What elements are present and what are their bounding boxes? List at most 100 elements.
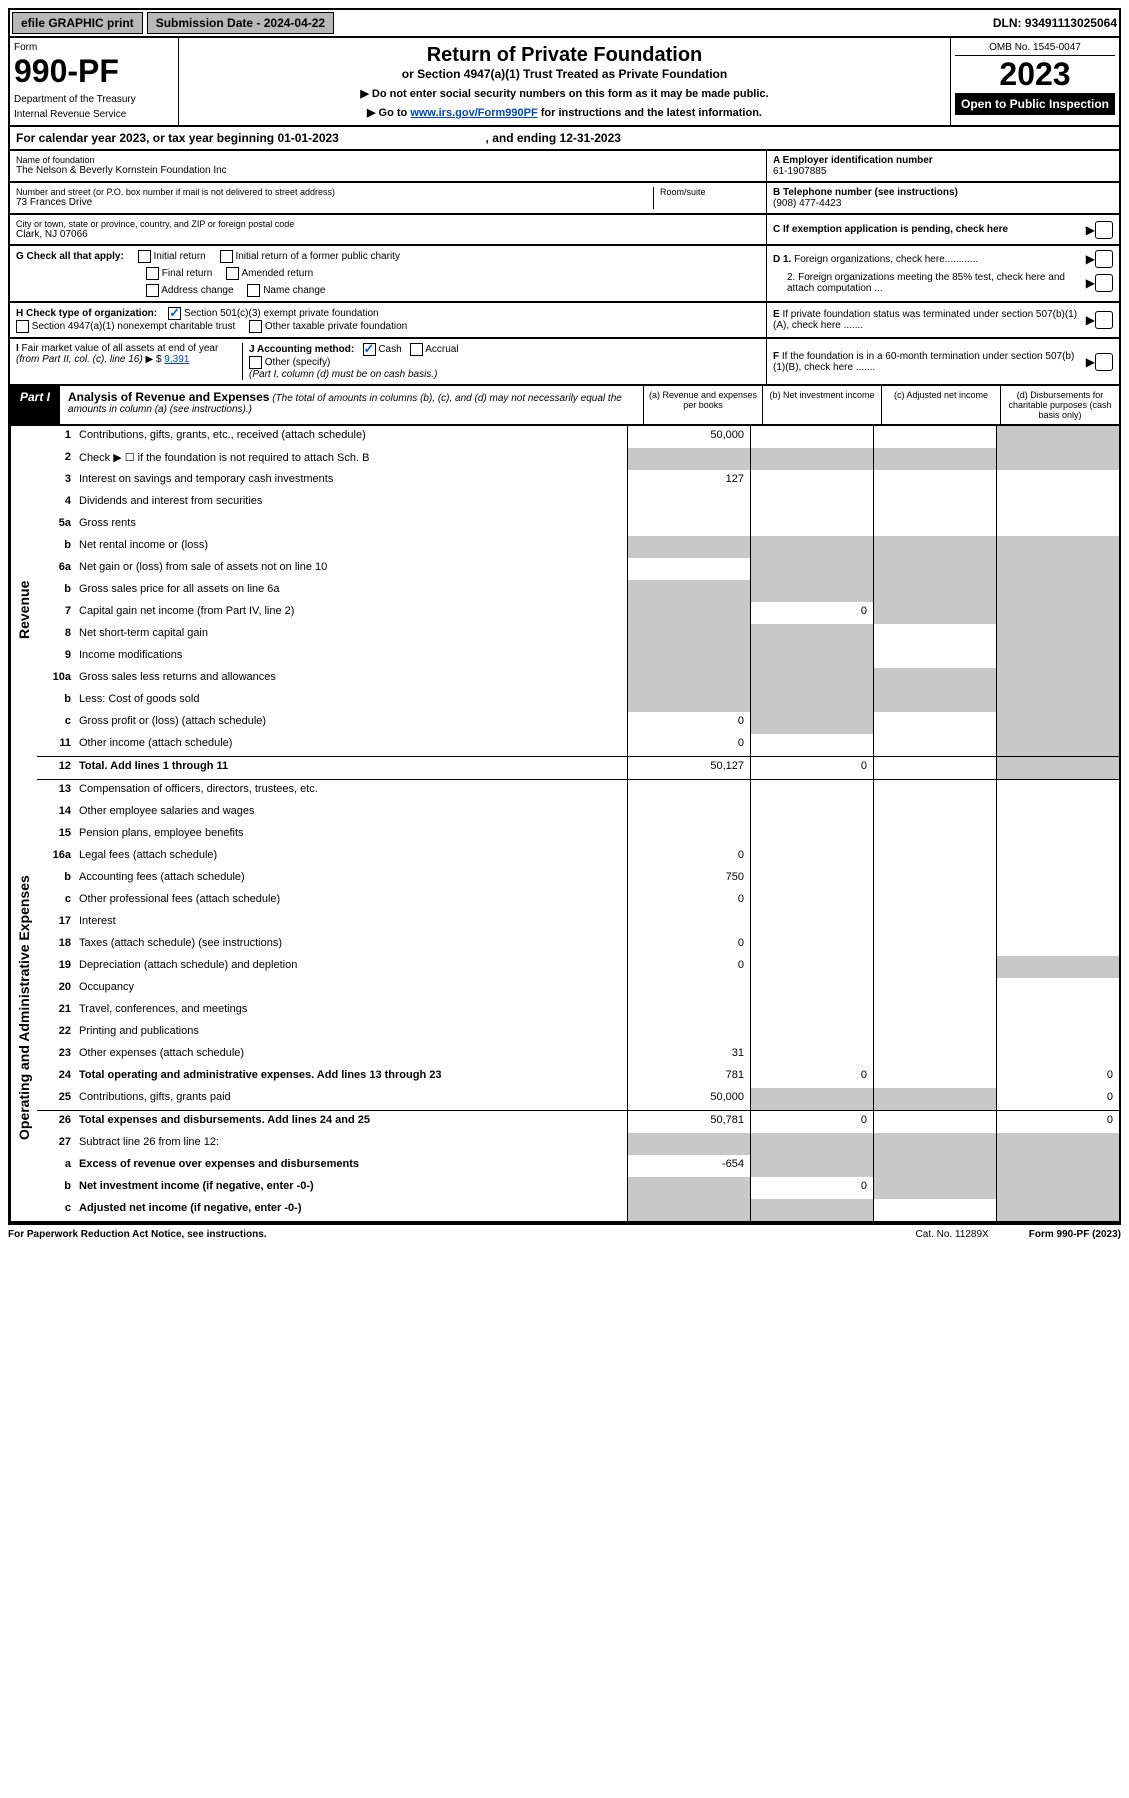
j2-check[interactable] xyxy=(410,343,423,356)
value-cell xyxy=(996,580,1119,602)
g3-label: Final return xyxy=(162,268,213,279)
j2-label: Accrual xyxy=(425,344,458,355)
row-description: Net rental income or (loss) xyxy=(75,536,627,558)
instr1: ▶ Do not enter social security numbers o… xyxy=(185,87,944,100)
value-cell xyxy=(873,757,996,779)
e-check[interactable] xyxy=(1095,311,1113,329)
value-cell xyxy=(627,824,750,846)
value-cell xyxy=(996,470,1119,492)
g2-check[interactable] xyxy=(220,250,233,263)
e-label: E If private foundation status was termi… xyxy=(773,309,1086,331)
value-cell xyxy=(873,514,996,536)
value-cell xyxy=(750,536,873,558)
g1-label: Initial return xyxy=(154,251,206,262)
value-cell xyxy=(873,426,996,448)
expenses-sidelabel: Operating and Administrative Expenses xyxy=(10,794,37,1221)
d1-check[interactable] xyxy=(1095,250,1113,268)
j3-check[interactable] xyxy=(249,356,262,369)
table-row: 8Net short-term capital gain xyxy=(37,624,1119,646)
value-cell xyxy=(627,802,750,824)
h3-check[interactable] xyxy=(249,320,262,333)
value-cell xyxy=(627,646,750,668)
subdate-btn[interactable]: Submission Date - 2024-04-22 xyxy=(147,12,334,34)
tax-year: 2023 xyxy=(955,56,1115,93)
value-cell xyxy=(996,712,1119,734)
row-number: 27 xyxy=(37,1133,75,1155)
instr2b: for instructions and the latest informat… xyxy=(538,107,762,119)
row-description: Interest xyxy=(75,912,627,934)
value-cell xyxy=(996,492,1119,514)
g3-check[interactable] xyxy=(146,267,159,280)
efile-btn[interactable]: efile GRAPHIC print xyxy=(12,12,143,34)
value-cell xyxy=(873,1177,996,1199)
i-val[interactable]: 9,391 xyxy=(164,354,189,365)
table-row: 25Contributions, gifts, grants paid50,00… xyxy=(37,1088,1119,1110)
dept2: Internal Revenue Service xyxy=(14,109,174,120)
row-number: b xyxy=(37,580,75,602)
form-ref: Form 990-PF (2023) xyxy=(1029,1229,1121,1240)
value-cell: 0 xyxy=(627,846,750,868)
g6-check[interactable] xyxy=(247,284,260,297)
ein-val: 61-1907885 xyxy=(773,166,1113,177)
d2-check[interactable] xyxy=(1095,274,1113,292)
value-cell xyxy=(873,1088,996,1110)
c-checkbox[interactable] xyxy=(1095,221,1113,239)
value-cell: 0 xyxy=(627,890,750,912)
value-cell xyxy=(627,1000,750,1022)
value-cell xyxy=(996,890,1119,912)
col-d-head: (d) Disbursements for charitable purpose… xyxy=(1000,386,1119,424)
value-cell: 781 xyxy=(627,1066,750,1088)
value-cell xyxy=(627,580,750,602)
table-row: bLess: Cost of goods sold xyxy=(37,690,1119,712)
value-cell xyxy=(873,580,996,602)
value-cell xyxy=(873,536,996,558)
f-check[interactable] xyxy=(1095,353,1113,371)
row-number: 21 xyxy=(37,1000,75,1022)
value-cell xyxy=(873,448,996,470)
j1-check[interactable] xyxy=(363,343,376,356)
value-cell xyxy=(873,802,996,824)
dln: DLN: 93491113025064 xyxy=(993,16,1117,30)
row-number: 17 xyxy=(37,912,75,934)
row-description: Taxes (attach schedule) (see instruction… xyxy=(75,934,627,956)
h1-check[interactable] xyxy=(168,307,181,320)
row-description: Income modifications xyxy=(75,646,627,668)
topbar: efile GRAPHIC print Submission Date - 20… xyxy=(8,8,1121,38)
phone-label: B Telephone number (see instructions) xyxy=(773,187,1113,198)
table-row: cGross profit or (loss) (attach schedule… xyxy=(37,712,1119,734)
h2-check[interactable] xyxy=(16,320,29,333)
g6-label: Name change xyxy=(263,285,325,296)
row-number: 15 xyxy=(37,824,75,846)
value-cell: 0 xyxy=(750,1111,873,1133)
value-cell xyxy=(996,912,1119,934)
row-description: Other employee salaries and wages xyxy=(75,802,627,824)
g4-check[interactable] xyxy=(226,267,239,280)
calyear-end: 12-31-2023 xyxy=(560,131,621,145)
table-row: 12Total. Add lines 1 through 1150,1270 xyxy=(37,756,1119,779)
value-cell xyxy=(996,1155,1119,1177)
value-cell xyxy=(996,734,1119,756)
row-number: 23 xyxy=(37,1044,75,1066)
g4-label: Amended return xyxy=(242,268,314,279)
value-cell: 0 xyxy=(750,1066,873,1088)
irs-link[interactable]: www.irs.gov/Form990PF xyxy=(410,107,537,119)
f-label: F If the foundation is in a 60-month ter… xyxy=(773,351,1086,373)
g1-check[interactable] xyxy=(138,250,151,263)
value-cell: 0 xyxy=(750,1177,873,1199)
arrow-icon: ▶ xyxy=(1086,252,1095,266)
table-row: 26Total expenses and disbursements. Add … xyxy=(37,1110,1119,1133)
table-row: cAdjusted net income (if negative, enter… xyxy=(37,1199,1119,1221)
value-cell xyxy=(873,912,996,934)
city-val: Clark, NJ 07066 xyxy=(16,229,760,240)
value-cell: 0 xyxy=(627,734,750,756)
foundation-name: The Nelson & Beverly Kornstein Foundatio… xyxy=(16,165,760,176)
value-cell xyxy=(750,426,873,448)
j-label: J Accounting method: xyxy=(249,344,354,355)
header-left: Form 990-PF Department of the Treasury I… xyxy=(10,38,179,125)
value-cell xyxy=(750,890,873,912)
value-cell xyxy=(627,912,750,934)
address-row: Number and street (or P.O. box number if… xyxy=(8,183,1121,215)
row-description: Contributions, gifts, grants, etc., rece… xyxy=(75,426,627,448)
form-header: Form 990-PF Department of the Treasury I… xyxy=(8,38,1121,127)
g5-check[interactable] xyxy=(146,284,159,297)
